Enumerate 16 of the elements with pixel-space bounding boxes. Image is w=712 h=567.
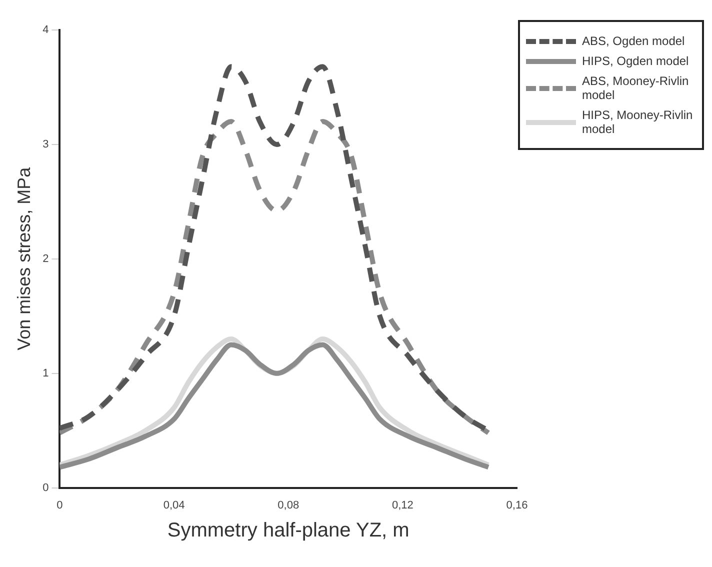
x-tick-label: 0,04 bbox=[163, 499, 185, 512]
legend-label: ABS, Ogden model bbox=[582, 34, 685, 48]
y-tick-label: 0 bbox=[42, 482, 49, 494]
y-tick-label: 3 bbox=[42, 138, 49, 150]
x-tick-label: 0,08 bbox=[278, 499, 300, 512]
legend-label: HIPS, Mooney-Rivlin model bbox=[582, 108, 694, 136]
legend-label: HIPS, Ogden model bbox=[582, 54, 689, 68]
y-tick-label: 1 bbox=[42, 367, 49, 380]
x-tick-label: 0,12 bbox=[392, 499, 414, 512]
legend-label: ABS, Mooney-Rivlin model bbox=[582, 74, 690, 102]
y-tick-label: 2 bbox=[42, 252, 49, 265]
y-axis-title: Von mises stress, MPa bbox=[14, 166, 34, 350]
x-tick-label: 0 bbox=[56, 499, 63, 512]
y-tick-label: 4 bbox=[42, 24, 49, 36]
x-axis-title: Symmetry half-plane YZ, m bbox=[167, 520, 410, 542]
x-tick-label: 0,16 bbox=[506, 499, 528, 512]
